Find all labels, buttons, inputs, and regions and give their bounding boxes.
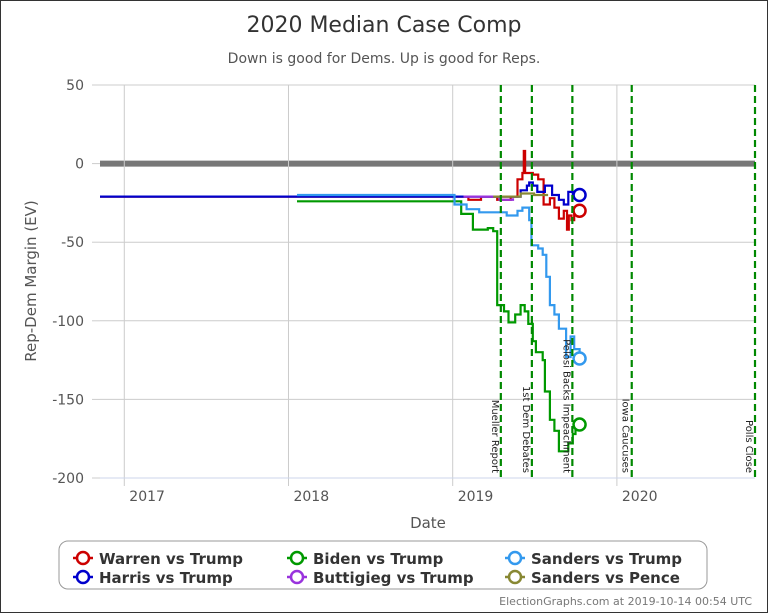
y-tick-label: -150 xyxy=(52,392,84,408)
legend-swatch-marker xyxy=(507,550,523,566)
x-tick-label: 2019 xyxy=(458,489,494,505)
y-tick-label: -100 xyxy=(52,314,84,330)
legend-box xyxy=(58,540,708,590)
x-tick-label: 2017 xyxy=(129,489,165,505)
y-axis-label: Rep-Dem Margin (EV) xyxy=(22,200,40,362)
x-tick-label: 2020 xyxy=(622,489,658,505)
legend-label: Harris vs Trump xyxy=(99,569,233,587)
legend-swatch-marker xyxy=(289,569,305,585)
y-tick-label: 0 xyxy=(75,157,84,173)
legend-label: Warren vs Trump xyxy=(99,550,243,568)
legend-swatch-marker xyxy=(75,569,91,585)
series-line-3 xyxy=(297,193,581,359)
series-line-1 xyxy=(100,181,580,206)
event-label: 1st Dem Debates xyxy=(520,386,531,473)
legend-label: Buttigieg vs Trump xyxy=(313,569,474,587)
legend-label: Biden vs Trump xyxy=(313,550,444,568)
series-line-2 xyxy=(297,200,580,453)
x-tick-label: 2018 xyxy=(293,489,329,505)
series-end-point-3 xyxy=(572,351,587,366)
legend-swatch-marker xyxy=(507,569,523,585)
grid xyxy=(100,84,755,479)
event-markers: Mueller Report 1st Dem Debates Pelosi Back… xyxy=(489,85,757,478)
credit-text: ElectionGraphs.com at 2019-10-14 00:54 U… xyxy=(499,595,752,608)
series-end-point-2 xyxy=(572,417,587,432)
legend-label: Sanders vs Pence xyxy=(531,569,680,587)
legend-swatch-marker xyxy=(75,550,91,566)
series-line-5 xyxy=(493,192,549,198)
y-tick-label: -50 xyxy=(61,235,84,251)
legend-swatch-marker xyxy=(289,550,305,566)
series-line-0 xyxy=(100,149,581,231)
event-label: Mueller Report xyxy=(489,400,500,473)
y-tick-label: 50 xyxy=(66,78,84,94)
series-line-4 xyxy=(463,195,515,201)
chart-subtitle: Down is good for Dems. Up is good for Re… xyxy=(228,51,541,67)
event-label: Polls Close xyxy=(743,420,754,473)
series-end-point-1 xyxy=(572,187,587,203)
axes: 50 0 -50 -100 -150 -200 2017 2018 2019 2020 xyxy=(52,78,755,505)
x-axis-label: Date xyxy=(410,514,446,532)
event-label: Pelosi Backs Impeachment xyxy=(560,339,571,473)
y-tick-label: -200 xyxy=(52,471,84,487)
plot-area xyxy=(100,85,755,478)
chart-title: 2020 Median Case Comp xyxy=(246,13,521,38)
legend-label: Sanders vs Trump xyxy=(531,550,682,568)
legend: Warren vs Trump Biden vs Trump Sanders vs … xyxy=(73,550,682,587)
series-end-point-0 xyxy=(572,203,587,219)
event-label: Iowa Caucuses xyxy=(620,399,631,473)
series-lines xyxy=(100,149,587,453)
